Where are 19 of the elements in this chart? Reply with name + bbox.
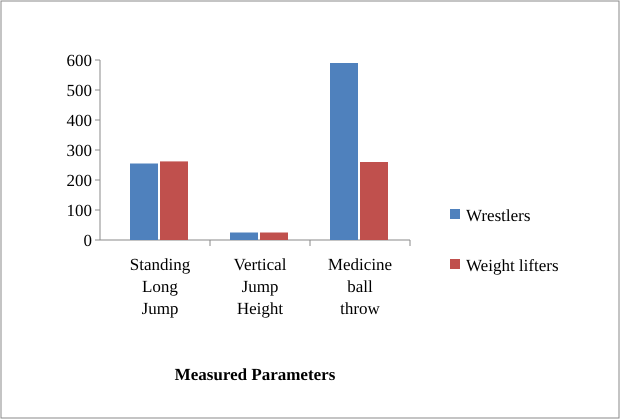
y-tick-label: 500 <box>66 80 92 100</box>
y-tick-label: 400 <box>66 110 92 130</box>
y-tick-label: 100 <box>66 200 92 220</box>
bar <box>230 232 258 240</box>
bar <box>360 162 388 240</box>
y-tick-label: 600 <box>66 50 92 70</box>
bar <box>330 63 358 240</box>
x-axis-title: Measured Parameters <box>174 365 336 384</box>
legend-label: Weight lifters <box>466 256 559 275</box>
bar <box>260 232 288 240</box>
y-tick-label: 300 <box>66 140 92 160</box>
bar <box>130 164 158 240</box>
bar <box>160 161 188 240</box>
x-tick-label: Vertical Jump Height <box>234 255 287 318</box>
y-tick-label: 200 <box>66 170 92 190</box>
y-tick-label: 0 <box>84 230 92 250</box>
legend-label: Wrestlers <box>466 206 530 225</box>
x-tick-label: Standing Long Jump <box>130 255 191 318</box>
x-tick-label: Medicine ball throw <box>328 255 392 318</box>
